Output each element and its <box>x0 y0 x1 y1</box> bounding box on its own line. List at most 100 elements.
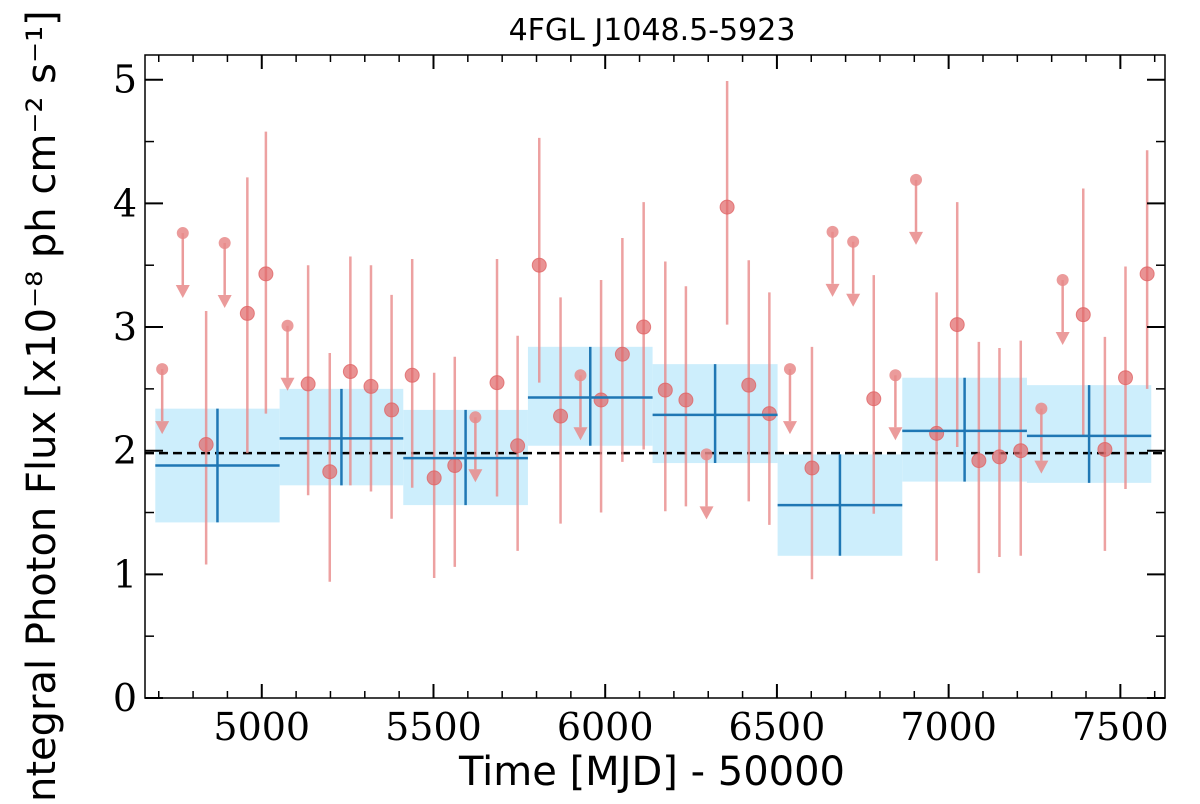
upper-limit-marker <box>699 448 714 520</box>
y-tick-label: 2 <box>113 429 137 473</box>
flux-marker <box>300 376 316 392</box>
flux-point <box>991 348 1007 558</box>
upper-limit-marker <box>846 235 861 307</box>
flux-point <box>300 265 316 496</box>
flux-point <box>804 346 820 580</box>
axes: 5000 5500 6000 6500 7000 7500 0 1 2 3 4 5 <box>113 54 1169 749</box>
flux-point <box>761 292 777 525</box>
flux-point <box>553 297 569 524</box>
y-tick-label: 3 <box>113 305 137 349</box>
monthly-points <box>155 80 1155 582</box>
flux-marker <box>510 438 526 454</box>
y-tick-label: 1 <box>113 552 137 596</box>
flux-point <box>1097 336 1113 551</box>
flux-point <box>1075 188 1091 436</box>
flux-marker <box>949 317 965 333</box>
y-axis-label: Integral Photon Flux [x10⁻⁸ ph cm⁻² s⁻¹] <box>19 10 65 800</box>
flux-marker <box>322 464 338 480</box>
upper-limit-point <box>156 363 169 376</box>
upper-limit-point <box>826 225 839 238</box>
flux-marker <box>866 391 882 407</box>
flux-point <box>678 286 694 507</box>
upper-limit-arrow <box>175 285 190 299</box>
flux-marker <box>239 305 255 321</box>
flux-marker <box>404 367 420 383</box>
flux-marker <box>593 392 609 408</box>
chart-title: 4FGL J1048.5-5923 <box>509 13 796 48</box>
flux-marker <box>258 266 274 282</box>
flux-point <box>510 335 526 551</box>
flux-marker <box>991 449 1007 465</box>
flux-point <box>342 256 358 486</box>
upper-limit-marker <box>1055 274 1070 346</box>
upper-limit-point <box>574 369 587 382</box>
flux-point <box>971 341 987 574</box>
upper-limit-marker <box>468 411 483 483</box>
yearly-flux-point <box>777 454 903 556</box>
yearly-flux-point <box>403 409 528 506</box>
upper-limit-marker <box>825 225 840 297</box>
flux-marker <box>447 458 463 474</box>
y-tick-label: 0 <box>113 676 137 720</box>
flux-point <box>949 202 965 447</box>
upper-limit-marker <box>1034 402 1049 474</box>
upper-limit-point <box>218 236 231 249</box>
flux-point <box>1139 150 1155 389</box>
x-tick-label: 7000 <box>900 705 997 749</box>
yearly-flux-point <box>652 364 778 464</box>
flux-marker <box>719 199 735 215</box>
upper-limit-point <box>910 173 923 186</box>
flux-marker <box>1139 266 1155 282</box>
flux-marker <box>1097 441 1113 457</box>
flux-marker <box>678 392 694 408</box>
flux-marker <box>929 425 945 441</box>
yearly-flux-point <box>527 346 653 446</box>
x-tick-label: 6500 <box>729 705 826 749</box>
flux-point <box>719 80 735 325</box>
upper-limit-marker <box>888 369 903 441</box>
upper-limit-arrow <box>782 421 797 435</box>
upper-limit-point <box>783 363 796 376</box>
x-tick-label: 5500 <box>385 705 482 749</box>
flux-point <box>1013 340 1029 556</box>
x-tick-label: 5000 <box>213 705 310 749</box>
flux-point <box>198 310 214 565</box>
flux-marker <box>384 402 400 418</box>
flux-point <box>657 261 673 512</box>
upper-limit-arrow <box>155 421 170 435</box>
upper-limit-marker <box>782 363 797 435</box>
flux-marker <box>657 382 673 398</box>
upper-limit-arrow <box>468 469 483 483</box>
flux-marker <box>531 257 547 273</box>
upper-limit-arrow <box>825 283 840 297</box>
flux-point <box>426 372 442 579</box>
flux-point <box>258 131 274 414</box>
flux-marker <box>741 377 757 393</box>
upper-limit-marker <box>217 236 232 308</box>
y-tick-label: 5 <box>113 58 137 102</box>
x-tick-label: 6000 <box>557 705 654 749</box>
flux-marker <box>342 364 358 380</box>
yearly-crosses <box>155 346 1152 556</box>
upper-limit-marker <box>175 227 190 299</box>
upper-limit-point <box>469 411 482 424</box>
flux-point <box>322 353 338 582</box>
upper-limit-point <box>889 369 902 382</box>
upper-limit-arrow <box>217 294 232 308</box>
flux-marker <box>614 346 630 362</box>
yearly-flux-point <box>1026 385 1152 483</box>
yearly-flux-point <box>155 408 280 523</box>
upper-limit-arrow <box>699 506 714 520</box>
flux-point <box>384 294 400 519</box>
flux-point <box>866 275 882 514</box>
x-axis-label: Time [MJD] - 50000 <box>458 749 845 795</box>
flux-point <box>1118 266 1134 490</box>
upper-limit-point <box>847 235 860 248</box>
yearly-flux-point <box>279 388 404 486</box>
upper-limit-arrow <box>1055 332 1070 346</box>
x-tick-label: 7500 <box>1072 705 1169 749</box>
flux-point <box>404 259 420 488</box>
upper-limit-marker <box>155 363 170 435</box>
